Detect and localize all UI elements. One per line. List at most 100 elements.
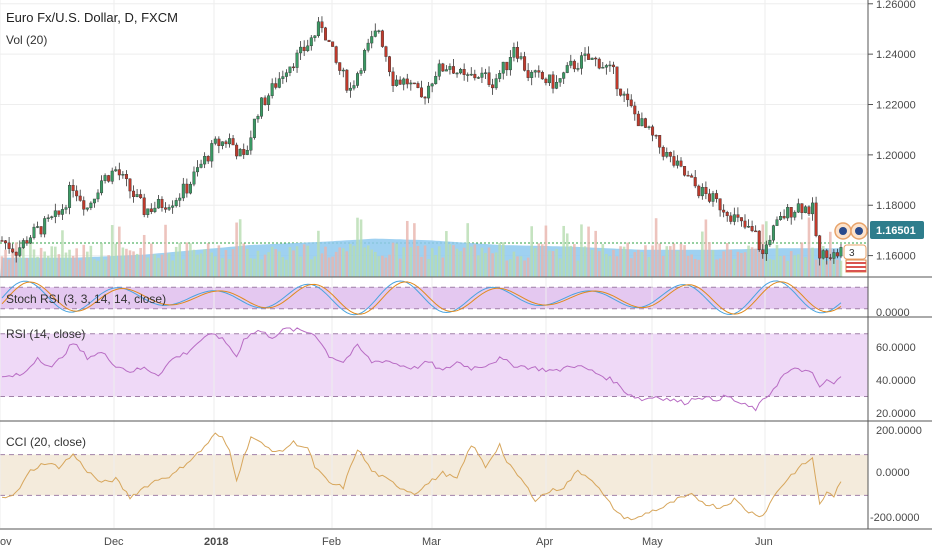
volume-bar bbox=[786, 260, 789, 277]
event-badges[interactable]: 3 bbox=[834, 222, 868, 273]
candle-body bbox=[658, 135, 662, 148]
candle-body bbox=[611, 64, 615, 68]
volume-bar bbox=[345, 251, 349, 277]
cci-pane bbox=[1, 432, 842, 521]
candle-body bbox=[501, 61, 505, 74]
candle-body bbox=[743, 220, 747, 228]
candle-body bbox=[217, 138, 221, 146]
volume-bar bbox=[459, 251, 462, 277]
candle-body bbox=[82, 200, 86, 210]
candle-body bbox=[89, 202, 93, 209]
candle-body bbox=[196, 167, 200, 173]
volume-bar bbox=[409, 247, 413, 277]
volume-bar bbox=[491, 253, 494, 277]
volume-bar bbox=[153, 254, 157, 277]
volume-bar bbox=[420, 256, 423, 277]
y-tick-label: 1.18000 bbox=[876, 200, 916, 212]
candle-body bbox=[380, 30, 384, 47]
volume-bar bbox=[285, 259, 288, 277]
volume-bar bbox=[324, 246, 327, 277]
volume-bar bbox=[718, 258, 722, 277]
volume-bar bbox=[661, 255, 665, 277]
volume-bar bbox=[93, 259, 96, 277]
candle-body bbox=[679, 160, 683, 167]
candle-body bbox=[156, 199, 160, 209]
cci-band bbox=[0, 454, 868, 496]
candle-body bbox=[100, 180, 104, 194]
y-tick-label: 1.24000 bbox=[876, 49, 916, 61]
volume-bar bbox=[203, 249, 206, 277]
volume-bar bbox=[306, 245, 310, 277]
candle-body bbox=[604, 65, 608, 68]
volume-bar bbox=[505, 260, 509, 277]
volume-bar bbox=[807, 217, 811, 277]
candle-body bbox=[533, 70, 537, 73]
volume-bar bbox=[178, 242, 182, 277]
candle-body bbox=[786, 207, 790, 219]
candle-body bbox=[242, 149, 246, 155]
candle-body bbox=[651, 126, 655, 136]
candle-body bbox=[206, 156, 210, 162]
x-tick-label: May bbox=[642, 536, 663, 548]
volume-bar bbox=[384, 257, 388, 277]
volume-bar bbox=[224, 250, 228, 277]
candle-body bbox=[451, 66, 455, 74]
candle-body bbox=[85, 207, 89, 210]
candle-body bbox=[352, 85, 356, 89]
volume-bar bbox=[118, 226, 121, 277]
candle-body bbox=[615, 66, 619, 90]
volume-bar bbox=[22, 242, 25, 277]
volume-bar bbox=[676, 250, 679, 277]
candle-body bbox=[309, 37, 313, 47]
candle-body bbox=[544, 78, 548, 84]
candle-body bbox=[515, 47, 519, 59]
candle-body bbox=[526, 70, 530, 78]
candle-body bbox=[828, 257, 832, 259]
volume-bar bbox=[256, 250, 260, 277]
rsi-tick-label: 20.0000 bbox=[876, 408, 916, 420]
volume-bar bbox=[555, 248, 558, 277]
candle-body bbox=[18, 247, 22, 256]
candle-body bbox=[771, 225, 775, 241]
volume-bar bbox=[199, 253, 203, 277]
candle-body bbox=[455, 72, 459, 75]
candle-body bbox=[483, 72, 487, 74]
volume-bar bbox=[736, 251, 740, 277]
volume-bar bbox=[249, 258, 253, 277]
candle-body bbox=[348, 87, 352, 91]
candle-body bbox=[665, 152, 669, 157]
candle-body bbox=[576, 68, 580, 70]
volume-bar bbox=[235, 222, 238, 277]
volume-bar bbox=[274, 249, 278, 277]
x-tick-label: ov bbox=[0, 536, 12, 548]
candle-body bbox=[25, 240, 29, 244]
candle-body bbox=[704, 187, 708, 195]
volume-bar bbox=[434, 255, 438, 277]
volume-bar bbox=[768, 258, 772, 277]
event-count-badge[interactable] bbox=[843, 244, 867, 260]
candle-body bbox=[661, 147, 665, 157]
volume-bar bbox=[381, 255, 384, 277]
candle-body bbox=[370, 36, 374, 44]
volume-bar bbox=[619, 246, 622, 277]
volume-bar bbox=[206, 243, 210, 277]
volume-bar bbox=[43, 251, 46, 277]
candle-body bbox=[334, 46, 338, 63]
x-tick-label: Mar bbox=[422, 536, 441, 548]
volume-bar bbox=[7, 259, 11, 277]
candle-body bbox=[693, 177, 697, 187]
y-tick-label: 1.16000 bbox=[876, 251, 916, 263]
volume-bar bbox=[0, 256, 4, 277]
candle-body bbox=[238, 149, 242, 157]
volume-bar bbox=[452, 245, 455, 277]
volume-bar bbox=[416, 245, 420, 277]
rsi-pane bbox=[1, 327, 842, 412]
volume-bar bbox=[626, 242, 629, 277]
volume-bar bbox=[68, 249, 71, 277]
candle-body bbox=[818, 235, 822, 259]
candle-body bbox=[213, 138, 217, 144]
volume-bar bbox=[832, 255, 836, 277]
volume-bar bbox=[89, 245, 93, 277]
candle-body bbox=[448, 66, 452, 70]
candle-body bbox=[7, 242, 11, 249]
